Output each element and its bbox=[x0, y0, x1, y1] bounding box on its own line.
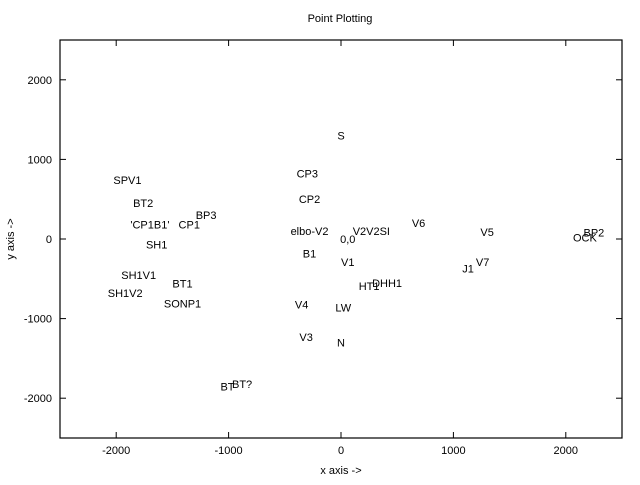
axis-ticks bbox=[60, 40, 622, 438]
point-label: BT1 bbox=[172, 279, 192, 291]
x-tick-label: 1000 bbox=[441, 445, 465, 457]
point-label: SH1V1 bbox=[121, 270, 156, 282]
x-tick-label: 0 bbox=[338, 445, 344, 457]
point-label: V3 bbox=[299, 332, 312, 344]
point-label: SH1 bbox=[146, 240, 167, 252]
point-label: CP3 bbox=[297, 169, 318, 181]
y-tick-label: 1000 bbox=[28, 154, 52, 166]
point-label: SPV1 bbox=[113, 175, 141, 187]
x-tick-label: -1000 bbox=[215, 445, 243, 457]
x-tick-label: 2000 bbox=[554, 445, 578, 457]
point-label: LW bbox=[335, 302, 351, 314]
point-label: V6 bbox=[412, 218, 425, 230]
point-label: V7 bbox=[476, 257, 489, 269]
point-label: 'CP1B1' bbox=[130, 220, 169, 232]
y-tick-label: -1000 bbox=[24, 314, 52, 326]
point-label: 0,0 bbox=[340, 234, 355, 246]
point-label: DHH1 bbox=[372, 278, 402, 290]
point-label: CP1 bbox=[179, 220, 200, 232]
point-label: V2V2SI bbox=[353, 226, 390, 238]
point-label: SONP1 bbox=[164, 298, 201, 310]
point-label: OCK bbox=[573, 232, 598, 244]
y-tick-label: 0 bbox=[46, 234, 52, 246]
point-label: BT? bbox=[232, 379, 252, 391]
point-label: N bbox=[337, 337, 345, 349]
chart-title: Point Plotting bbox=[308, 13, 373, 25]
point-label: elbo-V2 bbox=[291, 226, 329, 238]
y-tick-label: 2000 bbox=[28, 75, 52, 87]
point-label: B1 bbox=[303, 248, 316, 260]
point-label: BP2 bbox=[584, 228, 605, 240]
point-label: V4 bbox=[295, 299, 308, 311]
point-label: CP2 bbox=[299, 194, 320, 206]
x-axis-label: x axis -> bbox=[320, 465, 361, 477]
point-label: HT1 bbox=[359, 281, 380, 293]
point-label: J1 bbox=[462, 263, 474, 275]
y-axis-label: y axis -> bbox=[5, 218, 17, 259]
point-label: BP3 bbox=[196, 210, 217, 222]
point-label: V1 bbox=[341, 257, 354, 269]
y-tick-label: -2000 bbox=[24, 393, 52, 405]
axis-tick-labels: -2000 -1000 0 1000 2000 -2000 -1000 0 1000 2000 bbox=[24, 75, 578, 457]
point-label: SH1V2 bbox=[108, 288, 143, 300]
point-label: BT2 bbox=[133, 198, 153, 210]
x-tick-label: -2000 bbox=[102, 445, 130, 457]
point-label: V5 bbox=[480, 227, 493, 239]
point-label: BT bbox=[220, 381, 234, 393]
point-label: S bbox=[337, 131, 344, 143]
